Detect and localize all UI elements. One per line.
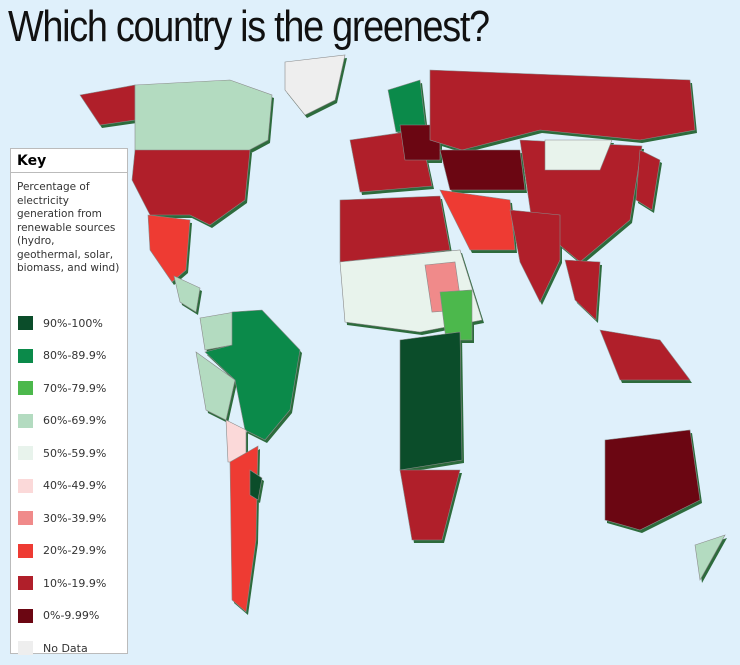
- country-region: [79, 84, 136, 126]
- country-region: [564, 259, 601, 321]
- legend-item: 80%-89.9%: [18, 340, 106, 373]
- country-region: [429, 69, 696, 151]
- legend-label: 80%-89.9%: [43, 349, 107, 363]
- country-region: [134, 79, 273, 156]
- legend-item: 20%-29.9%: [18, 535, 106, 568]
- legend-item: 10%-19.9%: [18, 567, 106, 600]
- legend-swatch: [18, 446, 33, 461]
- legend-swatch: [18, 641, 33, 656]
- country-region: [204, 309, 301, 441]
- country-region: [439, 189, 516, 251]
- country-region: [599, 329, 691, 381]
- legend-item: 60%-69.9%: [18, 405, 106, 438]
- legend-label: 60%-69.9%: [43, 414, 107, 428]
- country-region: [199, 311, 236, 351]
- country-region: [604, 429, 701, 531]
- country-region: [387, 79, 427, 133]
- legend-item: 70%-79.9%: [18, 372, 106, 405]
- legend-swatch: [18, 478, 33, 493]
- country-region: [509, 209, 561, 303]
- country-region: [694, 534, 726, 581]
- regions: [79, 54, 726, 613]
- country-region: [544, 139, 613, 171]
- legend-item: 50%-59.9%: [18, 437, 106, 470]
- country-region: [284, 54, 346, 116]
- country-region: [399, 331, 463, 471]
- legend-swatch: [18, 543, 33, 558]
- legend-label: No Data: [43, 641, 88, 655]
- legend-swatch: [18, 348, 33, 363]
- country-region: [147, 214, 191, 283]
- legend-label: 30%-39.9%: [43, 511, 107, 525]
- legend-description: Percentage of electricity generation fro…: [17, 181, 120, 274]
- country-region: [229, 445, 259, 613]
- legend-label: 20%-29.9%: [43, 544, 107, 558]
- legend-title: Key: [11, 149, 127, 173]
- country-region: [339, 195, 451, 263]
- legend-swatch: [18, 511, 33, 526]
- legend-swatch: [18, 576, 33, 591]
- legend-label: 50%-59.9%: [43, 446, 107, 460]
- legend: Key Percentage of electricity generation…: [10, 148, 128, 656]
- legend-label: 0%-9.99%: [43, 609, 100, 623]
- legend-label: 40%-49.9%: [43, 479, 107, 493]
- legend-label: 10%-19.9%: [43, 576, 107, 590]
- country-region: [439, 289, 473, 341]
- legend-item: 90%-100%: [18, 307, 106, 340]
- legend-item: 0%-9.99%: [18, 600, 106, 633]
- country-region: [635, 149, 661, 211]
- country-region: [173, 275, 201, 313]
- legend-label: 90%-100%: [43, 316, 103, 330]
- legend-label: 70%-79.9%: [43, 381, 107, 395]
- country-region: [399, 469, 461, 541]
- legend-item: 40%-49.9%: [18, 470, 106, 503]
- legend-swatch: [18, 413, 33, 428]
- legend-item: 30%-39.9%: [18, 502, 106, 535]
- legend-swatch: [18, 316, 33, 331]
- legend-swatch: [18, 608, 33, 623]
- country-region: [439, 149, 526, 191]
- legend-swatch: [18, 381, 33, 396]
- legend-item: No Data: [18, 632, 106, 665]
- title: Which country is the greenest?: [8, 2, 490, 51]
- country-region: [249, 469, 263, 501]
- country-region: [131, 149, 251, 226]
- legend-items: 90%-100% 80%-89.9% 70%-79.9% 60%-69.9% 50%-5…: [18, 307, 106, 665]
